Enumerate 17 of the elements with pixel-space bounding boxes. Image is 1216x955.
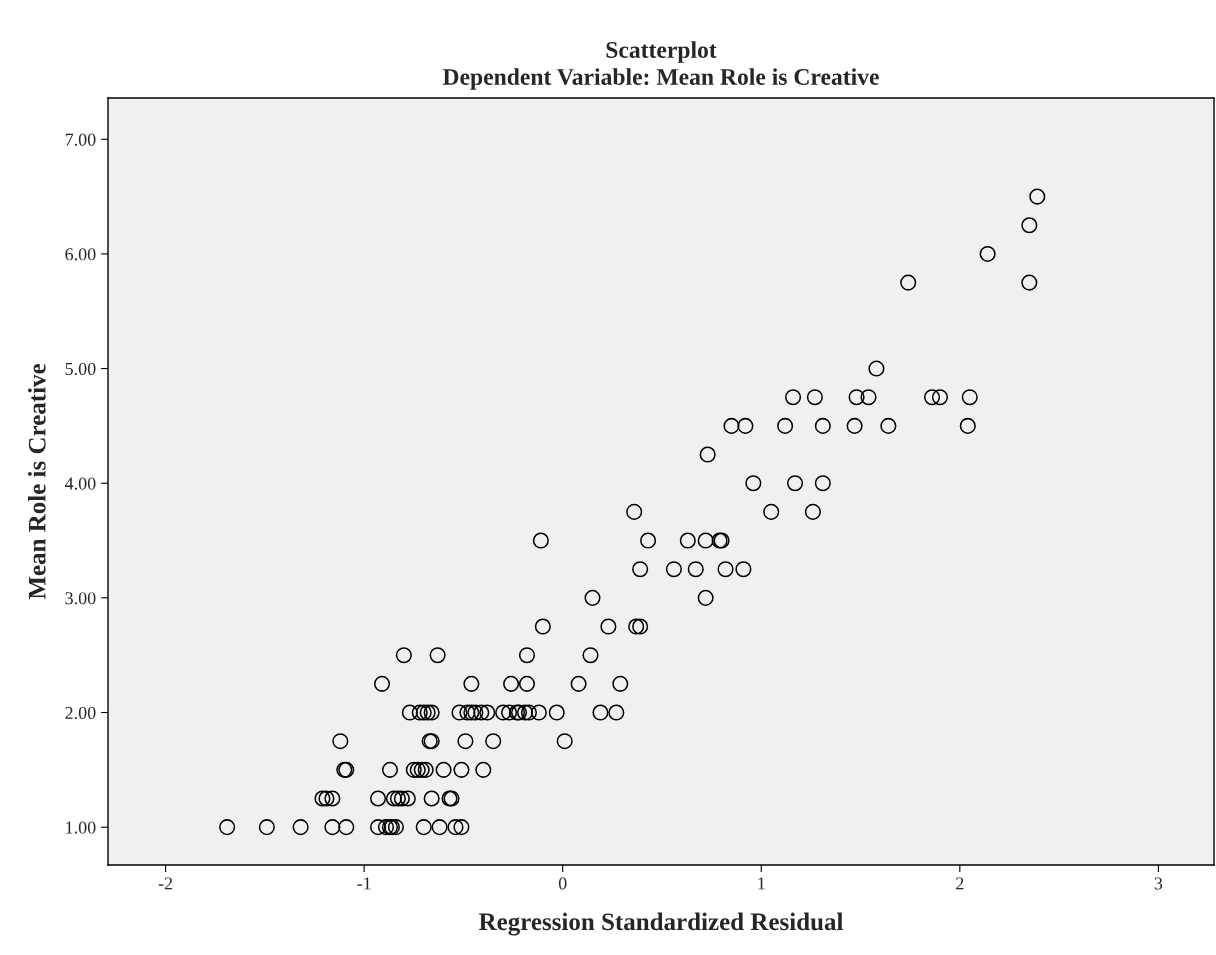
x-tick-label: 0	[558, 877, 567, 890]
y-tick-label: 4.00	[64, 477, 96, 490]
y-tick-label: 7.00	[65, 133, 96, 146]
x-tick-label: 3	[1154, 877, 1163, 890]
x-axis-title: Regression Standardized Residual	[478, 912, 844, 936]
y-tick-label: 1.00	[66, 821, 96, 834]
y-tick-label: 2.00	[65, 706, 96, 720]
y-axis-title: Mean Role is Creative	[28, 364, 46, 600]
y-tick-label: 6.00	[65, 248, 96, 261]
y-tick-label: 5.00	[65, 362, 96, 376]
x-tick-label: 2	[956, 877, 964, 890]
y-tick-label: 3.00	[65, 592, 96, 605]
chart-title: Scatterplot	[606, 41, 717, 63]
x-tick-label: 1	[758, 877, 765, 890]
x-tick-label: -1	[357, 877, 371, 890]
x-tick-label: -2	[158, 877, 173, 890]
chart-subtitle: Dependent Variable: Mean Role is Creative	[442, 68, 879, 90]
